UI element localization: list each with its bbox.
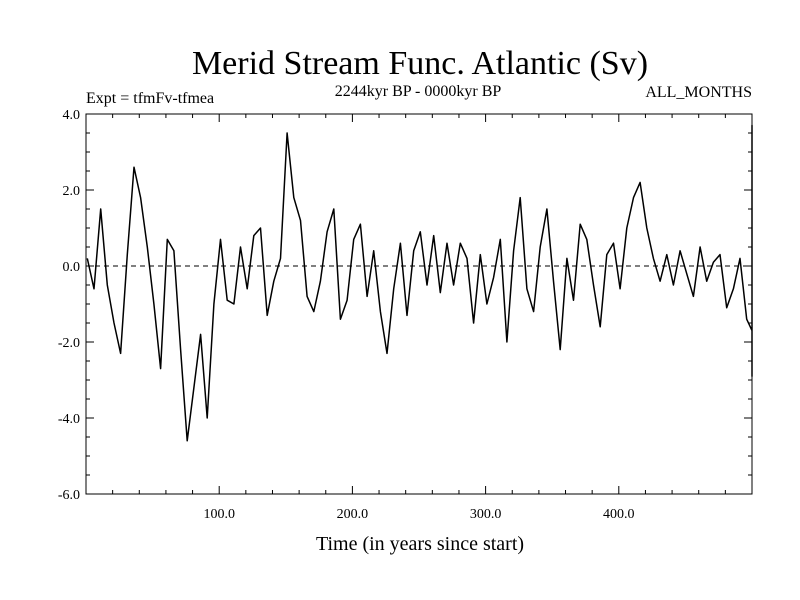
y-tick-label: 4.0 [63, 108, 81, 123]
plot-frame [85, 113, 753, 495]
chart-subtitle-left: Expt = tfmFv-tfmea [86, 90, 214, 107]
x-tick-label: 200.0 [337, 507, 369, 522]
y-tick-label: -4.0 [58, 412, 80, 427]
plot-area: -6.0 -4.0 -2.0 0.0 2.0 4.0 100.0 200.0 300.0 400.… [58, 108, 753, 522]
chart-subtitle-center: 2244kyr BP - 0000kyr BP [335, 83, 502, 100]
series-line [86, 124, 753, 442]
y-tick-label: -6.0 [58, 488, 80, 503]
x-axis-label: Time (in years since start) [316, 533, 524, 555]
x-tick-label: 100.0 [203, 507, 235, 522]
y-tick-label: 2.0 [63, 184, 81, 199]
x-tick-label: 300.0 [470, 507, 502, 522]
chart-title: Merid Stream Func. Atlantic (Sv) [192, 45, 648, 82]
chart-subtitle-right: ALL_MONTHS [645, 84, 752, 101]
y-tick-label: -2.0 [58, 336, 80, 351]
x-tick-label: 400.0 [603, 507, 635, 522]
y-tick-label: 0.0 [63, 260, 81, 275]
